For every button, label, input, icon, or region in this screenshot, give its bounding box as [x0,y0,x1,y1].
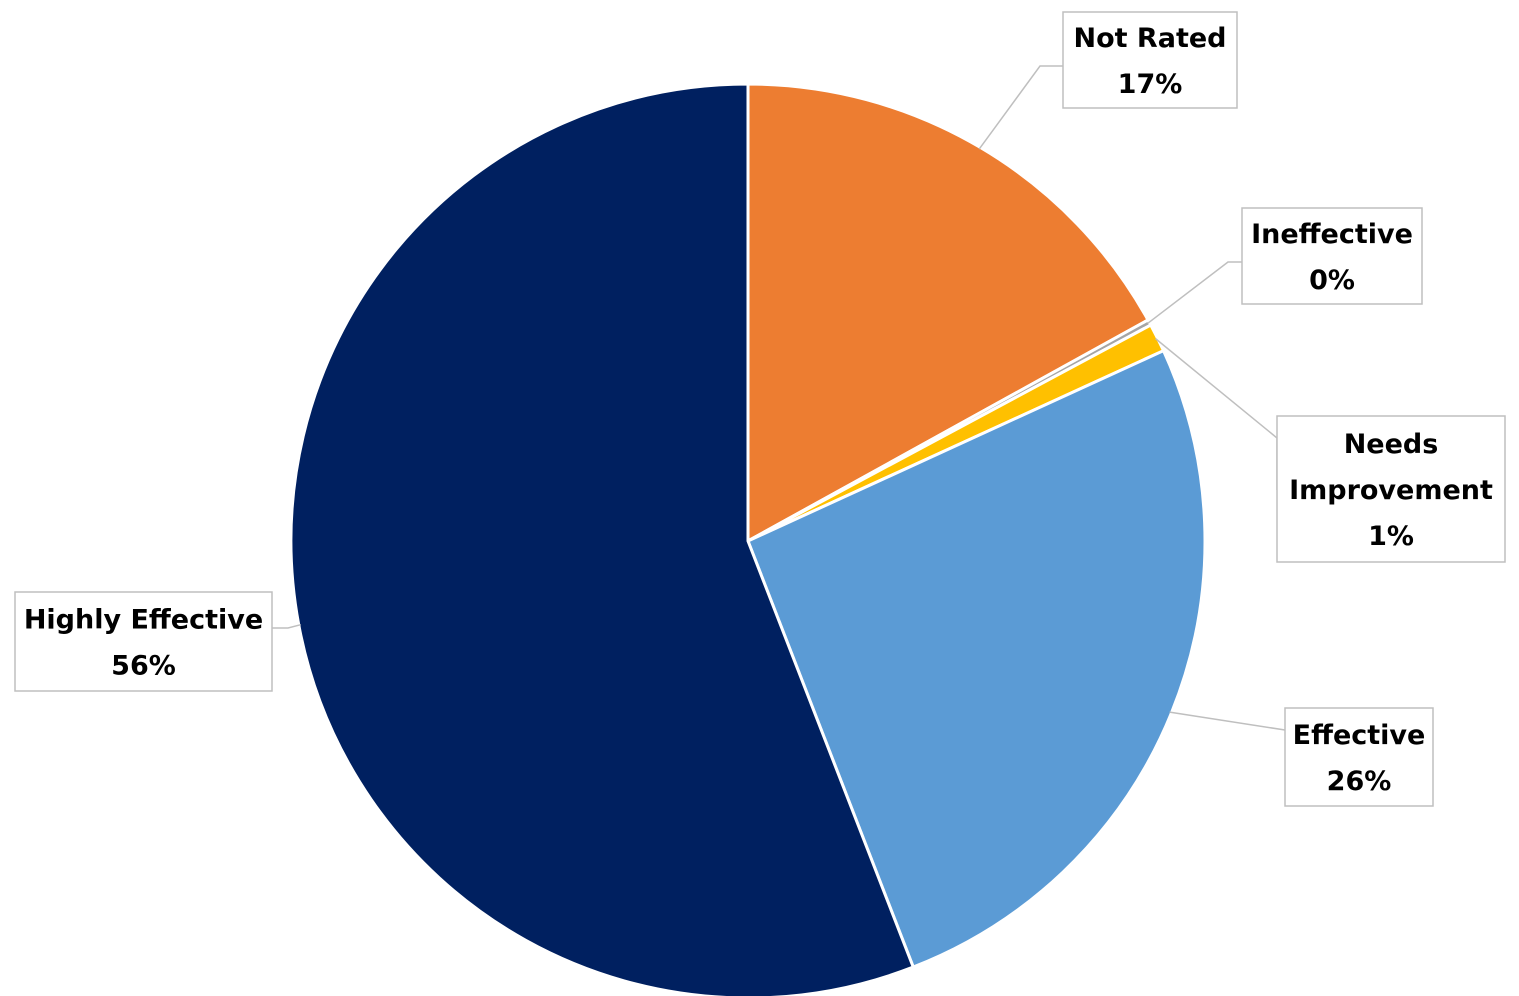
data-label-value: 17% [1118,69,1183,100]
labels-layer: Not Rated 17% Ineffective 0% Needs Improvemen… [14,11,1506,807]
leader-line-effective [1169,711,1286,731]
data-label-name: Effective [1293,720,1426,751]
data-label-box [1241,207,1423,305]
data-label-value: 26% [1327,766,1392,797]
data-label-name: Ineffective [1251,219,1413,250]
data-label-name: Highly Effective [24,605,263,636]
data-label-name: Not Rated [1073,23,1226,54]
data-label-highly-effective: Highly Effective 56% [14,591,273,692]
data-label-needs-improvement: Needs Improvement 1% [1276,415,1506,563]
data-label-box [1062,11,1238,109]
data-label-box [1276,415,1506,563]
leader-line-ineffective [1147,261,1242,325]
data-label-not-rated: Not Rated 17% [1062,11,1238,109]
data-label-box [14,591,273,692]
slices-layer [289,82,1207,996]
data-label-box [1284,707,1434,807]
data-label-effective: Effective 26% [1284,707,1434,807]
data-label-value: 0% [1309,265,1355,296]
leader-line-highly-effective [272,623,301,629]
data-label-value: 1% [1368,521,1414,552]
data-label-ineffective: Ineffective 0% [1241,207,1423,305]
leader-line-not-rated [978,65,1063,150]
data-label-value: 56% [111,651,176,682]
data-label-name: Improvement [1289,475,1493,506]
data-label-name: Needs [1344,429,1439,460]
